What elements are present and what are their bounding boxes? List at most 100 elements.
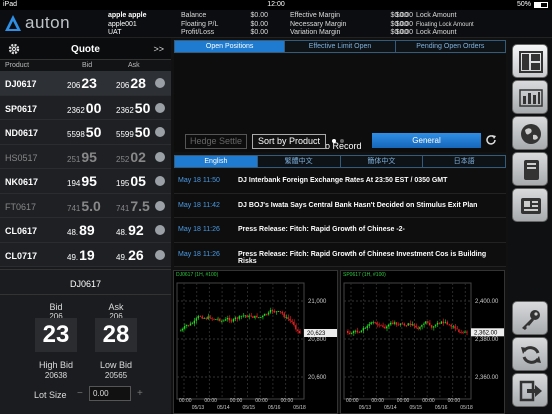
quote-bid-price[interactable]: 49. 19 [67,247,95,263]
tab-open-positions[interactable]: Open Positions [175,41,286,52]
floating-pl-value: $0.00 [250,20,268,28]
detail-bid-price-button[interactable]: 23 [35,318,77,352]
general-button[interactable]: General [372,133,481,148]
lot-plus-button[interactable]: + [137,388,143,399]
account-id: apple001 [108,20,137,28]
hedge-settle-button[interactable]: Hedge Settle [185,134,247,149]
quote-order-button[interactable] [155,78,165,88]
lot-size-input[interactable]: 0.00 [89,386,131,401]
quote-ask-price[interactable]: 5599 50 [116,124,150,140]
quote-order-button[interactable] [155,176,165,186]
candle-body [354,330,357,332]
candle-body [382,325,384,327]
tab-simplified-chinese[interactable]: 簡体中文 [340,156,424,167]
quote-order-button[interactable] [155,225,165,235]
candle-body [219,318,221,321]
expand-button[interactable]: >> [153,44,164,54]
col-ask: Ask [128,62,140,69]
x-tick-label: 00:00 [448,398,461,404]
quote-bid-price[interactable]: 741 5.0 [67,198,101,214]
quote-row[interactable]: SP0617 2362 00 2362 50 [0,95,171,120]
quote-ask-big: 50 [134,124,151,140]
candle-body [368,324,370,326]
candle-body [448,324,450,326]
news-item[interactable]: May 18 11:26 Press Release: Fitch: Rapid … [174,218,506,243]
positions-tabs: Open Positions Effective Limit Open Pendin… [174,40,506,53]
quote-order-button[interactable] [155,200,165,211]
candle-body [281,311,283,314]
refresh-icon[interactable] [485,134,497,146]
quote-row[interactable]: CL0617 48. 89 48. 92 [0,218,171,243]
quote-order-button[interactable] [155,127,165,137]
chart-button[interactable] [512,80,548,114]
quote-order-button[interactable] [155,102,165,113]
book-icon [524,160,539,180]
quote-ask-price[interactable]: 195 05 [116,173,146,189]
quote-bid-price[interactable]: 194 95 [67,173,97,189]
candle-body [436,322,439,325]
news-item[interactable]: May 18 11:42 DJ BOJ's Iwata Says Central … [174,194,506,218]
layout-button[interactable] [512,44,548,78]
candle-body [299,330,301,333]
chart-title: DJ0617 (1H, #100) [176,272,219,278]
quote-ask-price[interactable]: 48. 92 [116,222,144,238]
quote-bid-price[interactable]: 206 23 [67,75,97,91]
detail-bid-label: Bid [49,302,63,312]
quote-bid-price[interactable]: 2362 00 [67,100,101,116]
quote-ask-price[interactable]: 741 7.5 [116,198,150,214]
candle-body [181,328,184,331]
key-button[interactable] [512,301,548,335]
tab-effective-limit-open[interactable]: Effective Limit Open [285,41,396,52]
quote-bid-price[interactable]: 48. 89 [67,222,95,238]
quote-ask-price[interactable]: 2362 50 [116,100,150,116]
chart-sp0617[interactable]: SP0617 (1H, #100) 2,400.00 2,380.00 2,360.… [340,270,505,414]
sync-button[interactable] [512,337,548,371]
clock: 12:00 [267,1,285,8]
candle-body [462,332,464,334]
gear-icon[interactable] [8,43,20,55]
news-button[interactable] [512,188,548,222]
candle-body [403,323,405,326]
news-item[interactable]: May 18 11:26 Press Release: Fitch: Rapid … [174,243,506,267]
floating-lock-label: Floating Lock Amount [416,21,474,28]
quote-ask-price[interactable]: 206 28 [116,75,146,91]
quote-product: DJ0617 [5,79,37,89]
quote-bid-price[interactable]: 251 95 [67,149,97,165]
quote-order-button[interactable] [155,151,165,162]
quote-bid-big: 19 [79,246,95,263]
x-tick-label: 05/16 [268,405,281,411]
globe-button[interactable] [512,116,548,150]
lot-minus-button[interactable]: − [77,388,83,399]
detail-ask-price-button[interactable]: 28 [95,318,137,352]
quote-ask-price[interactable]: 49. 26 [116,247,144,263]
x-tick-label: 05/16 [435,405,448,411]
tab-traditional-chinese[interactable]: 繁體中文 [257,156,341,167]
book-button[interactable] [512,152,548,186]
tab-japanese[interactable]: 日本語 [423,156,505,167]
quote-bid-price[interactable]: 5598 50 [67,124,101,140]
quote-row[interactable]: DJ0617 206 23 206 28 [0,71,171,96]
quote-row[interactable]: NK0617 194 95 195 05 [0,169,171,194]
product-detail-panel: DJ0617 [0,269,171,414]
candle-body [348,332,351,334]
candle-body [267,312,270,315]
low-bid-label: Low Bid [99,360,133,370]
tab-english[interactable]: English [175,156,258,167]
chart-dj0617[interactable]: DJ0617 (1H, #100) 21,000 20,800 20,600 00:0… [173,270,338,414]
quote-product: NK0617 [5,177,39,187]
logo-mark-icon [5,15,21,31]
tab-pending-open-orders[interactable]: Pending Open Orders [395,41,505,52]
quote-row[interactable]: ND0617 5598 50 5599 50 [0,120,171,145]
quote-product: CL0617 [5,226,38,236]
news-item[interactable]: May 18 11:50 DJ Interbank Foreign Exchang… [174,169,506,194]
candle-body [452,326,454,328]
quote-order-button[interactable] [155,249,165,260]
quote-row[interactable]: FT0617 741 5.0 741 7.5 [0,193,171,218]
candle-body [265,313,268,315]
quote-row[interactable]: HS0517 251 95 252 02 [0,144,171,169]
sort-by-product-button[interactable]: Sort by Product [252,134,326,149]
quote-row[interactable]: CL0717 49. 19 49. 26 [0,242,171,267]
detail-bid-small: 206 [49,312,63,321]
logout-button[interactable] [512,373,548,407]
quote-ask-price[interactable]: 252 02 [116,149,146,165]
